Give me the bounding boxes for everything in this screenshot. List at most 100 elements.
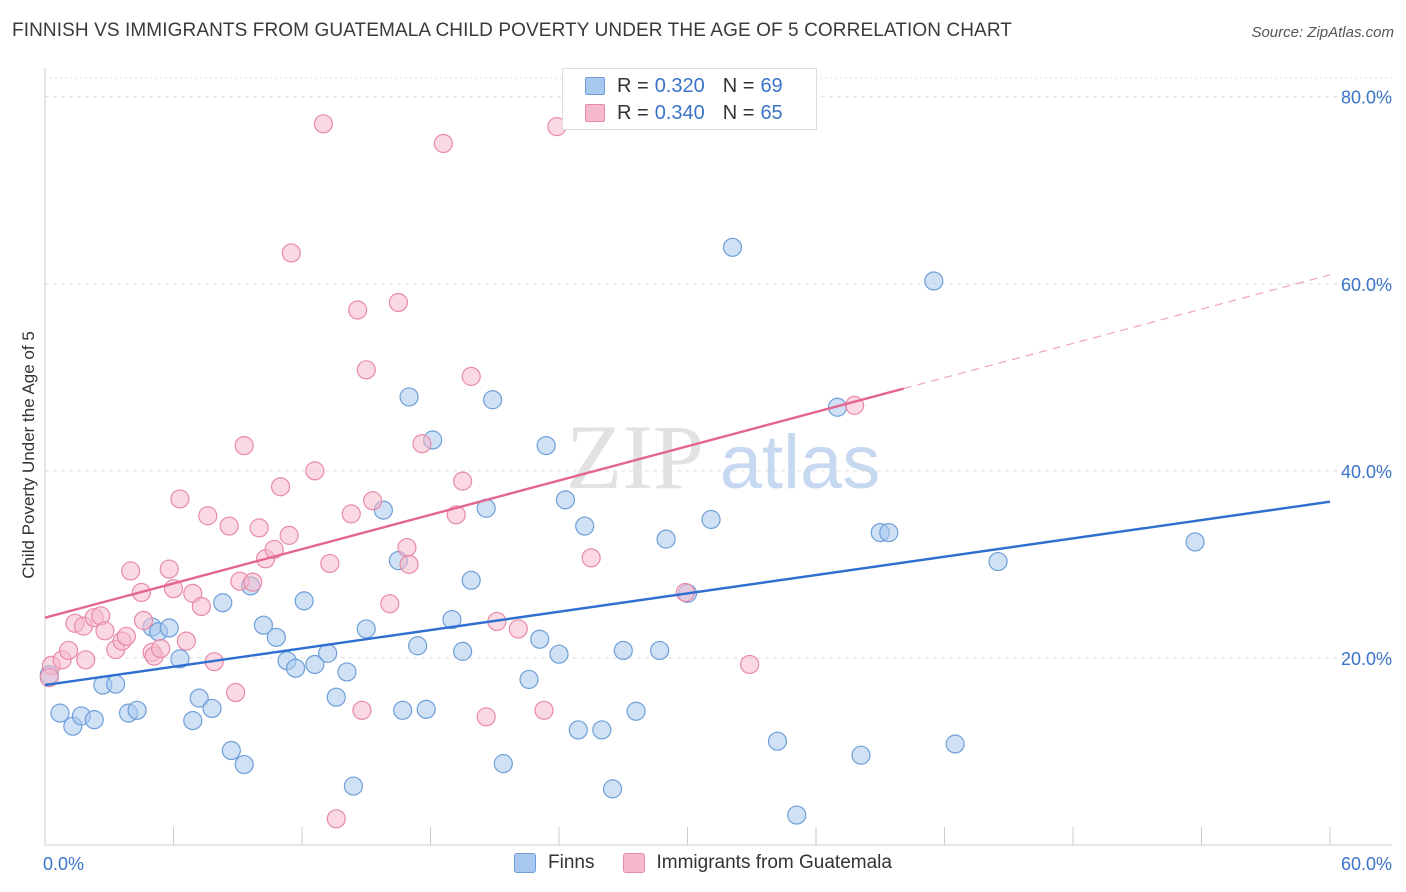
guatemala-point-55 — [476, 707, 496, 727]
finns-point-49 — [568, 720, 588, 740]
finns-point-58 — [701, 509, 721, 530]
finns-point-59 — [722, 237, 743, 257]
finns-legend-swatch — [514, 853, 537, 873]
finns-point-47 — [549, 644, 569, 664]
x-tick-label-min: 0.0% — [43, 854, 84, 874]
guatemala-n-label: N = — [722, 101, 755, 124]
finns-point-36 — [416, 699, 436, 719]
finns-point-21 — [266, 627, 286, 647]
guatemala-point-39 — [320, 553, 340, 574]
finns-point-6 — [106, 674, 126, 694]
guatemala-point-43 — [352, 700, 372, 720]
x-tick-label-max: 60.0% — [1341, 854, 1392, 874]
finns-legend-label: Finns — [548, 852, 595, 873]
guatemala-point-51 — [433, 133, 453, 154]
guatemala-point-47 — [388, 292, 408, 313]
legend-row-guatemala: R = 0.340 N = 65 — [585, 100, 783, 126]
finns-n-value: 69 — [760, 74, 783, 97]
finns-point-50 — [575, 516, 595, 536]
guatemala-point-11 — [116, 626, 136, 647]
guatemala-point-17 — [151, 638, 171, 659]
guatemala-point-50 — [412, 434, 432, 454]
finns-point-17 — [221, 740, 241, 761]
finns-point-52 — [602, 779, 623, 799]
y-tick-label-20: 20.0% — [1341, 649, 1392, 669]
guatemala-point-2 — [58, 640, 79, 661]
finns-point-29 — [343, 776, 363, 796]
guatemala-swatch — [585, 104, 605, 122]
finns-point-54 — [626, 701, 646, 721]
tick-labels: 20.0% 40.0% 60.0% 80.0% 0.0% 60.0% — [43, 88, 1392, 874]
finns-point-35 — [408, 636, 428, 656]
guatemala-legend-swatch — [622, 853, 645, 873]
finns-point-53 — [613, 640, 633, 661]
finns-point-60 — [767, 731, 788, 751]
finns-point-43 — [493, 754, 513, 774]
finns-point-48 — [555, 490, 576, 510]
finns-point-14 — [189, 688, 209, 708]
y-tick-label-60: 60.0% — [1341, 275, 1392, 295]
guatemala-point-62 — [740, 654, 760, 675]
finns-point-34 — [399, 387, 419, 407]
guatemala-point-40 — [326, 809, 346, 829]
guatemala-point-64 — [39, 667, 59, 688]
guatemala-point-58 — [534, 700, 554, 720]
guatemala-point-36 — [281, 243, 301, 263]
guatemala-point-8 — [95, 621, 115, 641]
finns-point-66 — [924, 271, 944, 291]
guatemala-point-33 — [264, 539, 284, 560]
guatemala-r-value: 0.340 — [654, 101, 705, 124]
finns-point-27 — [326, 687, 346, 707]
guatemala-legend-label: Immigrants from Guatemala — [656, 852, 892, 873]
finns-point-30 — [356, 619, 376, 639]
guatemala-point-26 — [219, 516, 239, 536]
finns-point-23 — [285, 658, 306, 678]
finns-point-24 — [294, 591, 314, 611]
finns-point-67 — [945, 734, 965, 754]
guatemala-point-12 — [121, 561, 141, 581]
guatemala-point-27 — [226, 682, 246, 703]
finns-n-label: N = — [722, 74, 755, 97]
finns-point-51 — [592, 720, 612, 740]
trend-lines — [44, 274, 1331, 687]
finns-trend-line — [44, 500, 1331, 687]
finns-point-38 — [442, 609, 462, 630]
finns-r-value: 0.320 — [654, 74, 705, 97]
guatemala-point-37 — [305, 461, 325, 481]
guatemala-point-20 — [170, 489, 190, 509]
grid-lines — [45, 77, 1392, 659]
guatemala-point-24 — [198, 506, 218, 526]
finns-point-8 — [127, 700, 147, 720]
guatemala-point-57 — [508, 619, 528, 639]
finns-point-44 — [519, 669, 539, 690]
guatemala-point-53 — [453, 471, 473, 491]
finns-point-69 — [1185, 532, 1205, 552]
series-legend: Finns Immigrants from Guatemala — [0, 852, 1406, 874]
guatemala-point-31 — [249, 518, 269, 538]
guatemala-point-30 — [243, 572, 263, 592]
finns-point-16 — [213, 593, 233, 613]
guatemala-trend-extension — [903, 274, 1331, 390]
finns-point-1 — [50, 703, 70, 723]
finns-swatch — [585, 77, 605, 95]
guatemala-point-49 — [399, 554, 419, 574]
finns-point-45 — [530, 629, 550, 649]
finns-point-28 — [337, 662, 357, 682]
guatemala-point-18 — [159, 559, 179, 579]
guatemala-point-41 — [341, 504, 361, 524]
chart-title: FINNISH VS IMMIGRANTS FROM GUATEMALA CHI… — [12, 20, 1013, 41]
finns-point-15 — [202, 698, 222, 719]
guatemala-point-35 — [279, 525, 299, 545]
guatemala-point-54 — [461, 366, 481, 386]
guatemala-point-46 — [380, 594, 400, 614]
legend-item-finns[interactable]: Finns — [514, 852, 595, 874]
finns-point-4 — [84, 710, 104, 730]
finns-point-26 — [318, 643, 338, 663]
guatemala-n-value: 65 — [760, 101, 783, 124]
finns-point-13 — [183, 710, 203, 731]
axes — [44, 68, 1392, 846]
guatemala-trend-line — [44, 387, 905, 619]
finns-point-65 — [879, 522, 899, 543]
data-points — [39, 114, 1205, 829]
legend-item-guatemala[interactable]: Immigrants from Guatemala — [622, 852, 892, 874]
